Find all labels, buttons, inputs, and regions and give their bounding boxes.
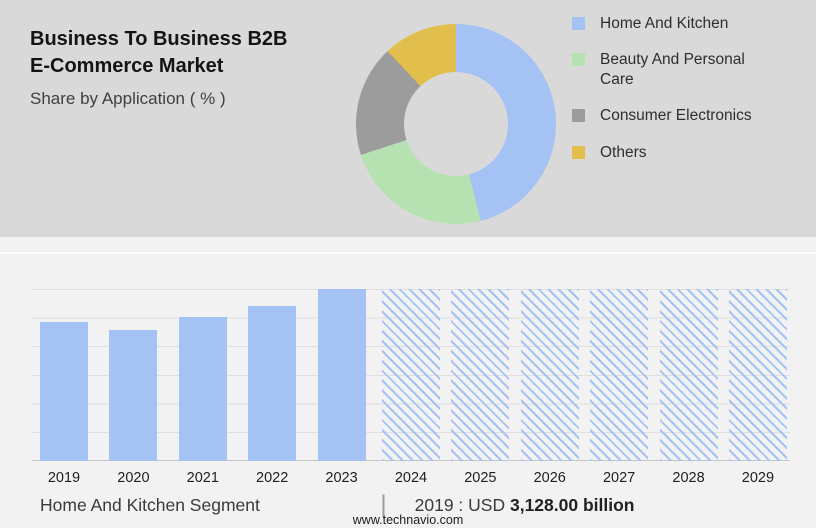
year-label: 2028 bbox=[672, 470, 705, 486]
chart-panel: 2019 2020 2021 2022 2023 2024 2025 2026 2027 2028… bbox=[0, 237, 816, 528]
year-label: 2024 bbox=[394, 470, 428, 486]
year-label: 2029 bbox=[741, 470, 775, 486]
bar-column-2025: 2025 bbox=[448, 289, 512, 486]
bar-area bbox=[518, 289, 582, 461]
legend-label: Others bbox=[600, 143, 647, 161]
bar-area bbox=[171, 289, 235, 461]
legend-label: Home And Kitchen bbox=[600, 15, 729, 32]
legend-item: Home And Kitchen bbox=[572, 14, 808, 33]
bar-area bbox=[240, 289, 304, 461]
forecast-bar-2028 bbox=[659, 289, 718, 461]
bar-column-2020: 2020 bbox=[101, 289, 165, 486]
caption-separator: | bbox=[380, 491, 387, 518]
bar-columns: 2019 2020 2021 2022 2023 2024 2025 2026 2027 2028… bbox=[32, 289, 790, 486]
year-label: 2021 bbox=[186, 470, 219, 486]
segment-caption: Home And Kitchen Segment bbox=[40, 494, 260, 515]
title-block: Business To Business B2B E-Commerce Mark… bbox=[30, 26, 310, 109]
bar-column-2028: 2028 bbox=[657, 289, 721, 486]
bar-2021 bbox=[178, 316, 227, 461]
bar-area bbox=[726, 289, 790, 461]
bar-area bbox=[101, 289, 165, 461]
legend-swatch bbox=[572, 17, 585, 30]
bar-area bbox=[32, 289, 96, 461]
bar-column-2022: 2022 bbox=[240, 289, 304, 486]
forecast-bar-2027 bbox=[590, 289, 649, 461]
legend-label: Beauty And Personal Care bbox=[600, 51, 745, 88]
forecast-bar-2024 bbox=[381, 289, 440, 461]
bar-2022 bbox=[248, 306, 297, 461]
bar-column-2026: 2026 bbox=[518, 289, 582, 486]
bar-area bbox=[379, 289, 443, 461]
year-label: 2025 bbox=[464, 470, 497, 486]
year-label: 2027 bbox=[602, 470, 636, 486]
year-label: 2026 bbox=[533, 470, 566, 486]
year-label: 2019 bbox=[47, 470, 81, 486]
bar-area bbox=[448, 289, 512, 461]
segment-value-prefix: 2019 : USD bbox=[414, 494, 506, 515]
header-panel: Business To Business B2B E-Commerce Mark… bbox=[0, 0, 816, 237]
bar-area bbox=[310, 289, 374, 461]
bar-2020 bbox=[109, 330, 158, 461]
bar-column-2029: 2029 bbox=[726, 289, 790, 486]
legend-swatch bbox=[572, 109, 585, 123]
legend-swatch bbox=[572, 53, 585, 67]
caption-row: Home And Kitchen Segment | 2019 : USD 3,… bbox=[40, 493, 780, 517]
legend-label: Consumer Electronics bbox=[600, 107, 752, 125]
forecast-bar-2029 bbox=[728, 289, 787, 461]
segment-value: 2019 : USD 3,128.00 billion bbox=[415, 495, 635, 516]
legend-item: Consumer Electronics bbox=[572, 106, 808, 125]
bar-column-2021: 2021 bbox=[171, 289, 235, 486]
page-title: Business To Business B2B E-Commerce Mark… bbox=[30, 28, 288, 77]
segment-value-number: 3,128.00 billion bbox=[509, 494, 635, 515]
bar-area bbox=[657, 289, 721, 461]
bar-2019 bbox=[40, 321, 88, 461]
forecast-bar-2026 bbox=[520, 289, 579, 461]
website-footer: www.technavio.com bbox=[352, 513, 464, 527]
bar-column-2023: 2023 bbox=[310, 289, 374, 486]
forecast-bar-2025 bbox=[451, 289, 510, 461]
bar-column-2024: 2024 bbox=[379, 289, 443, 486]
year-label: 2020 bbox=[117, 470, 150, 486]
page-subtitle: Share by Application ( % ) bbox=[30, 89, 226, 108]
donut-chart bbox=[356, 24, 556, 224]
bar-chart: 2019 2020 2021 2022 2023 2024 2025 2026 2027 2028… bbox=[32, 289, 790, 486]
bar-column-2027: 2027 bbox=[587, 289, 651, 486]
donut-hole bbox=[404, 72, 508, 176]
year-label: 2022 bbox=[256, 470, 289, 486]
bar-area bbox=[587, 289, 651, 461]
legend-swatch bbox=[572, 145, 585, 159]
legend-item: Others bbox=[572, 143, 808, 162]
legend-item: Beauty And Personal Care bbox=[572, 50, 808, 89]
pie-legend: Home And Kitchen Beauty And Personal Care… bbox=[572, 14, 808, 162]
bar-column-2019: 2019 bbox=[32, 289, 96, 486]
year-label: 2023 bbox=[325, 470, 358, 486]
panel-divider bbox=[0, 252, 816, 254]
bar-2023 bbox=[317, 289, 366, 461]
